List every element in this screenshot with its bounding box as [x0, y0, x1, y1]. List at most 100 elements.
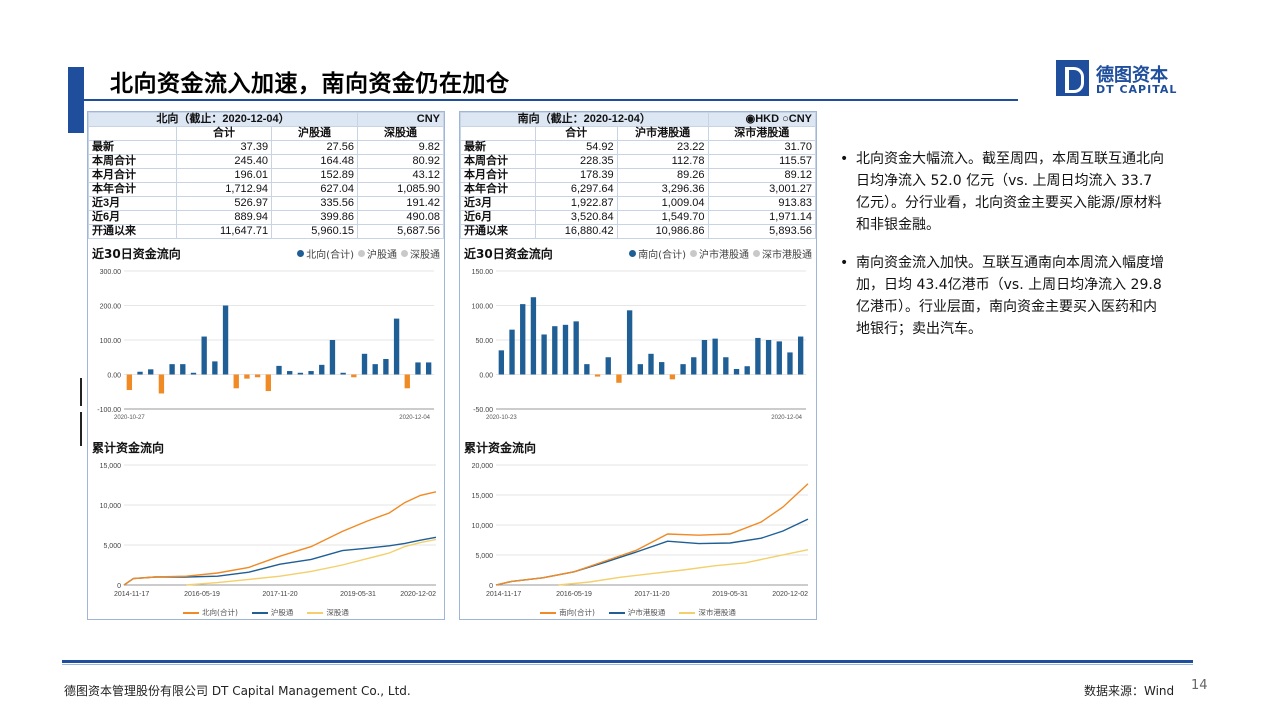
cell: 1,549.70: [616, 210, 709, 225]
bar: [648, 353, 654, 375]
south-currency-toggle[interactable]: ◉HKD ○CNY: [707, 112, 816, 127]
south-flow-table: 南向（截止：2020-12-04） ◉HKD ○CNY 合计 沪市港股通 深市港…: [460, 112, 816, 239]
legend-label: 北向(合计): [306, 249, 354, 261]
bar: [637, 364, 643, 375]
legend-swatch: [358, 249, 365, 257]
column-header: 深市港股通: [707, 126, 816, 141]
cell: 80.92: [357, 154, 444, 169]
bar: [126, 374, 133, 391]
title-accent-bar: [68, 67, 84, 133]
cell: 3,520.84: [534, 210, 618, 225]
table-row: 近3月 1,922.87 1,009.04 913.83: [460, 196, 816, 211]
cell: 10,986.86: [616, 224, 709, 239]
logo-d-icon: [1056, 60, 1089, 96]
bar: [148, 369, 154, 375]
series-line: [186, 538, 437, 586]
bar: [287, 371, 293, 375]
side-marker-bottom: [80, 412, 82, 446]
y-tick-label: 15,000: [100, 463, 122, 470]
bar: [573, 321, 579, 375]
series-line: [123, 491, 437, 586]
table-row: 最新 54.92 23.22 31.70: [460, 140, 816, 155]
bar: [744, 366, 750, 375]
legend-item: 沪市港股通: [608, 607, 666, 618]
x-tick-label: 2014-11-17: [486, 591, 521, 598]
series-line: [495, 518, 809, 586]
y-tick-label: 0.00: [479, 373, 493, 380]
bar: [329, 340, 336, 375]
cell: 164.48: [271, 154, 359, 169]
bar: [659, 362, 665, 375]
company-logo: 德图资本 DT CAPITAL: [1056, 60, 1196, 100]
table-row: 近3月 526.97 335.56 191.42: [88, 196, 444, 211]
cell: 1,085.90: [357, 182, 444, 197]
row-label: 本周合计: [460, 154, 536, 169]
bar: [233, 374, 239, 389]
bar: [562, 324, 569, 375]
legend-label: 北向(合计): [202, 608, 238, 617]
bar: [415, 362, 421, 375]
cell: 152.89: [271, 168, 359, 183]
row-label: 开通以来: [460, 224, 536, 239]
cell: 196.01: [175, 168, 273, 183]
row-label: 本年合计: [88, 182, 177, 197]
north-line-header: 累计资金流向: [88, 437, 444, 457]
legend-label: 深股通: [326, 608, 349, 617]
cell: 178.39: [534, 168, 618, 183]
legend-label: 沪市港股通: [627, 608, 666, 617]
row-label: 本月合计: [88, 168, 177, 183]
north-bar-header: 近30日资金流向 北向(合计) 沪股通 深股通: [88, 243, 444, 263]
row-label: 最新: [88, 140, 177, 155]
table-row: 开通以来 16,880.42 10,986.86 5,893.56: [460, 224, 816, 239]
bar: [201, 336, 207, 375]
cell: 89.12: [707, 168, 816, 183]
legend-swatch: [297, 249, 305, 257]
title-divider: [84, 99, 1018, 101]
logo-text-cn: 德图资本: [1096, 65, 1168, 86]
cell: 54.92: [534, 140, 618, 155]
page-number: 14: [1191, 678, 1208, 693]
row-label: 近6月: [460, 210, 536, 225]
bar: [701, 340, 708, 375]
y-tick-label: 5,000: [103, 543, 121, 550]
cell: 889.94: [175, 210, 273, 225]
cell: 1,971.14: [707, 210, 816, 225]
bar: [137, 371, 143, 375]
table-row: 本周合计 245.40 164.48 80.92: [88, 154, 444, 169]
column-header: 沪股通: [271, 126, 359, 141]
bar: [552, 326, 558, 375]
bar: [755, 337, 761, 375]
cell: 37.39: [175, 140, 273, 155]
cell: 3,296.36: [616, 182, 709, 197]
y-tick-label: 100.00: [100, 338, 122, 345]
cell: 11,647.71: [175, 224, 273, 239]
row-label: 本月合计: [460, 168, 536, 183]
bar: [669, 374, 676, 380]
y-tick-label: 5,000: [475, 553, 493, 560]
bar: [776, 341, 782, 375]
south-bar-header: 近30日资金流向 南向(合计) 沪市港股通 深市港股通: [460, 243, 816, 263]
table-row: 开通以来 11,647.71 5,960.15 5,687.56: [88, 224, 444, 239]
bar: [680, 364, 686, 375]
series-line: [123, 536, 437, 586]
bar: [404, 374, 410, 389]
column-header: 合计: [175, 126, 273, 141]
legend-label: 沪市港股通: [699, 249, 749, 261]
south-bar-title: 近30日资金流向: [464, 246, 553, 261]
bar: [158, 374, 165, 394]
south-panel: 南向（截止：2020-12-04） ◉HKD ○CNY 合计 沪市港股通 深市港…: [459, 111, 817, 620]
south-line-title: 累计资金流向: [464, 440, 537, 455]
cell: 228.35: [534, 154, 618, 169]
footer-company: 德图资本管理股份有限公司 DT Capital Management Co., …: [64, 684, 411, 698]
x-tick-label: 2020-12-04: [399, 415, 430, 421]
bar: [393, 318, 400, 375]
row-label: 开通以来: [88, 224, 177, 239]
table-row: 本年合计 1,712.94 627.04 1,085.90: [88, 182, 444, 197]
north-panel: 北向（截止：2020-12-04） CNY 合计 沪股通 深股通 最新 37.39…: [87, 111, 445, 620]
bar: [372, 364, 378, 375]
cell: 5,687.56: [357, 224, 444, 239]
legend-item: 深股通: [401, 246, 440, 261]
north-flow-table: 北向（截止：2020-12-04） CNY 合计 沪股通 深股通 最新 37.39…: [87, 112, 444, 239]
